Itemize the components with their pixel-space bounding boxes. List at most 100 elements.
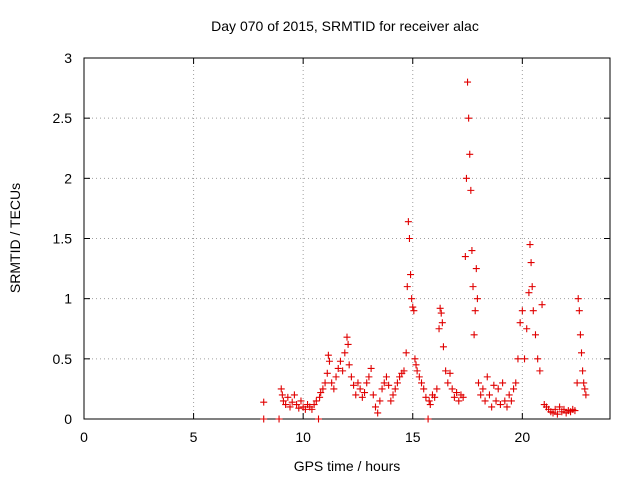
data-point: [455, 397, 463, 405]
data-point: [538, 301, 546, 309]
y-tick-label: 1.5: [53, 231, 73, 247]
data-point: [321, 379, 329, 387]
tick-labels: 0 0.5 1 1.5 2 2.5 3 0 5 10 15 20: [53, 50, 531, 445]
data-point: [536, 367, 544, 375]
data-point: [308, 405, 316, 413]
data-point: [341, 349, 349, 357]
data-point: [297, 397, 305, 405]
data-point: [310, 401, 318, 409]
x-tick-label: 5: [190, 429, 198, 445]
data-point: [446, 369, 454, 377]
data-point: [473, 295, 481, 303]
data-point: [435, 325, 443, 333]
data-point: [282, 401, 290, 409]
x-tick-label: 15: [405, 429, 421, 445]
data-point: [461, 253, 469, 261]
y-tick-label: 2: [64, 170, 72, 186]
data-point: [578, 349, 586, 357]
data-point: [581, 385, 589, 393]
data-point: [437, 309, 445, 317]
data-point: [332, 373, 340, 381]
data-point: [334, 364, 342, 372]
data-point: [387, 397, 395, 405]
data-point: [403, 283, 411, 291]
data-point: [284, 393, 292, 401]
data-point: [556, 403, 564, 411]
y-axis-label: SRMTID / TECUs: [7, 183, 23, 293]
data-point: [367, 364, 375, 372]
data-point: [503, 403, 511, 411]
data-point: [505, 391, 513, 399]
data-point: [512, 379, 520, 387]
y-tick-label: 0.5: [53, 351, 73, 367]
data-point: [336, 357, 344, 365]
data-point: [325, 357, 333, 365]
data-point: [415, 373, 423, 381]
data-point: [475, 379, 482, 387]
data-point: [579, 367, 587, 375]
data-point: [361, 389, 369, 397]
data-point: [410, 307, 418, 315]
data-point: [531, 331, 539, 339]
data-point: [453, 389, 461, 397]
data-point: [286, 403, 294, 411]
data-point: [469, 283, 477, 291]
data-point: [288, 398, 296, 406]
data-point: [499, 379, 507, 387]
data-point: [485, 391, 493, 399]
chart-title: Day 070 of 2015, SRMTID for receiver ala…: [211, 18, 479, 34]
data-point: [494, 385, 502, 393]
data-point: [323, 369, 331, 377]
data-point: [293, 401, 301, 409]
data-point: [496, 401, 504, 409]
data-point: [501, 397, 509, 405]
data-point: [510, 385, 518, 393]
data-point: [400, 367, 408, 375]
x-tick-label: 10: [295, 429, 311, 445]
data-point: [462, 174, 470, 182]
data-point: [525, 289, 533, 297]
data-point: [389, 391, 397, 399]
x-tick-label: 0: [80, 429, 88, 445]
data-point: [378, 385, 386, 393]
data-point: [317, 389, 325, 397]
data-point: [467, 186, 475, 194]
data-point: [407, 271, 415, 279]
data-point: [319, 385, 327, 393]
data-point: [343, 333, 351, 341]
data-point: [328, 379, 336, 387]
data-point: [424, 415, 432, 423]
y-tick-label: 2.5: [53, 110, 73, 126]
data-point: [575, 307, 583, 315]
data-point: [350, 381, 358, 389]
data-point: [277, 385, 285, 393]
data-point: [464, 78, 472, 86]
data-point: [413, 367, 421, 375]
x-tick-label: 20: [515, 429, 531, 445]
data-point: [516, 319, 524, 327]
data-point: [290, 391, 298, 399]
data-point: [411, 355, 419, 363]
data-point: [418, 379, 426, 387]
data-point: [374, 409, 382, 417]
data-point: [448, 385, 456, 393]
data-point: [279, 397, 287, 405]
data-point: [466, 150, 474, 158]
data-point: [402, 349, 410, 357]
data-point: [363, 379, 371, 387]
data-point: [420, 385, 428, 393]
data-point: [576, 331, 584, 339]
data-point: [571, 407, 579, 415]
data-point: [345, 361, 353, 369]
data-point: [275, 415, 283, 423]
data-point: [315, 415, 323, 423]
data-point: [521, 355, 529, 363]
data-point: [385, 381, 393, 389]
data-point: [528, 283, 536, 291]
data-point: [483, 373, 491, 381]
data-point: [408, 295, 416, 303]
data-point: [391, 385, 399, 393]
data-point: [312, 397, 320, 405]
data-point: [404, 218, 412, 226]
y-tick-label: 3: [64, 50, 72, 66]
